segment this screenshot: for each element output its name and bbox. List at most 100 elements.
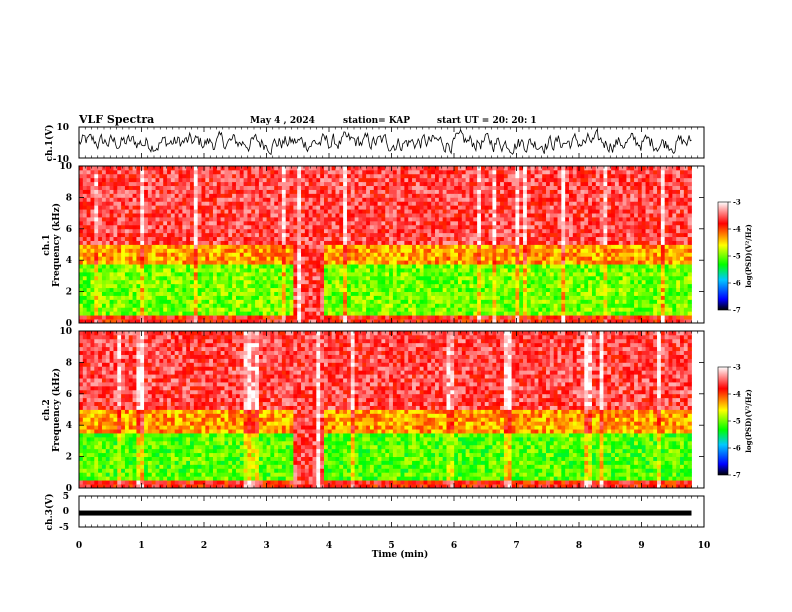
spectrogram-cell <box>312 252 317 257</box>
spectrogram-cell <box>140 295 145 300</box>
spectrogram-cell <box>232 240 237 245</box>
spectrogram-cell <box>274 319 279 324</box>
spectrogram-cell <box>101 279 107 285</box>
spectrogram-cell <box>304 287 310 293</box>
spectrogram-cell <box>151 228 156 234</box>
spectrogram-cell <box>477 224 482 230</box>
spectrogram-cell <box>98 173 103 179</box>
spectrogram-cell <box>239 213 245 218</box>
spectrogram-cell <box>354 185 359 190</box>
spectrogram-cell <box>301 181 306 187</box>
spectrogram-cell <box>308 193 313 198</box>
spectrogram-cell <box>304 189 310 194</box>
spectrogram-cell <box>392 307 398 312</box>
spectrogram-cell <box>438 256 444 261</box>
spectrogram-cell <box>266 264 271 269</box>
spectrogram-cell <box>258 232 264 238</box>
spectrogram-cell <box>438 287 444 293</box>
spectrogram-cell <box>454 228 459 234</box>
spectrogram-cell <box>193 166 199 171</box>
spectrogram-cell <box>193 275 199 281</box>
spectrogram-cell <box>239 193 245 198</box>
spectrogram-cell <box>266 307 271 312</box>
spectrogram-cell <box>457 256 463 261</box>
spectrogram-cell <box>98 181 103 187</box>
spectrogram-cell <box>235 173 241 179</box>
spectrogram-cell <box>243 169 248 175</box>
spectrogram-cell <box>477 307 482 312</box>
spectrogram-cell <box>488 232 493 238</box>
spectrogram-cell <box>201 193 206 198</box>
spectrogram-cell <box>113 236 118 241</box>
spectrogram-cell <box>186 169 191 175</box>
spectrogram-cell <box>220 209 225 214</box>
spectrogram-cell <box>289 303 294 308</box>
spectrogram-cell <box>423 217 428 222</box>
spectrogram-cell <box>301 287 306 293</box>
spectrogram-cell <box>454 307 459 312</box>
spectrogram-cell <box>515 205 520 210</box>
spectrogram-cell <box>358 181 363 187</box>
spectrogram-cell <box>167 256 172 261</box>
spectrogram-cell <box>511 220 516 226</box>
spectrogram-cell <box>101 275 107 281</box>
spectrogram-cell <box>415 283 421 289</box>
spectrogram-cell <box>488 248 493 253</box>
spectrogram-cell <box>232 213 237 218</box>
spectrogram-cell <box>232 264 237 269</box>
spectrogram-cell <box>182 311 187 316</box>
spectrogram-cell <box>335 252 340 257</box>
spectrogram-cell <box>301 252 306 257</box>
spectrogram-cell <box>438 252 444 257</box>
spectrogram-cell <box>308 271 313 277</box>
spectrogram-cell <box>496 185 501 190</box>
spectrogram-cell <box>278 201 283 206</box>
spectrogram-cell <box>346 256 352 261</box>
spectrogram-cell <box>220 275 225 281</box>
spectrogram-cell <box>320 268 325 273</box>
spectrogram-cell <box>404 224 409 230</box>
spectrogram-cell <box>293 303 298 308</box>
spectrogram-cell <box>159 307 164 312</box>
spectrogram-cell <box>454 315 459 320</box>
spectrogram-cell <box>136 189 141 194</box>
spectrogram-cell <box>519 287 524 293</box>
spectrogram-cell <box>174 217 179 222</box>
spectrogram-cell <box>190 275 195 281</box>
spectrogram-cell <box>224 205 229 210</box>
spectrogram-cell <box>224 283 229 289</box>
spectrogram-cell <box>454 166 459 171</box>
spectrogram-cell <box>343 201 348 206</box>
spectrogram-cell <box>484 240 490 245</box>
spectrogram-cell <box>209 291 214 296</box>
spectrogram-cell <box>320 228 325 234</box>
spectrogram-cell <box>457 287 463 293</box>
spectrogram-cell <box>163 283 168 289</box>
spectrogram-cell <box>316 185 321 190</box>
spectrogram-cell <box>362 264 367 269</box>
spectrogram-cell <box>274 193 279 198</box>
spectrogram-cell <box>473 283 478 289</box>
spectrogram-cell <box>113 311 118 316</box>
spectrogram-cell <box>297 232 302 238</box>
spectrogram-cell <box>124 166 130 171</box>
spectrogram-cell <box>174 311 179 316</box>
spectrogram-cell <box>197 287 202 293</box>
spectrogram-cell <box>232 205 237 210</box>
spectrogram-cell <box>392 217 398 222</box>
spectrogram-cell <box>454 295 459 300</box>
spectrogram-cell <box>167 283 172 289</box>
spectrogram-cell <box>86 271 91 277</box>
spectrogram-cell <box>136 193 141 198</box>
spectrogram-cell <box>324 232 329 238</box>
spectrogram-cell <box>346 299 352 304</box>
spectrogram-cell <box>205 201 210 206</box>
spectrogram-cell <box>124 169 130 175</box>
spectrogram-cell <box>339 236 344 241</box>
spectrogram-cell <box>132 311 137 316</box>
spectrogram-cell <box>354 260 359 265</box>
spectrogram-cell <box>419 201 424 206</box>
spectrogram-cell <box>389 271 394 277</box>
spectrogram-cell <box>431 244 436 249</box>
spectrogram-cell <box>79 291 84 296</box>
